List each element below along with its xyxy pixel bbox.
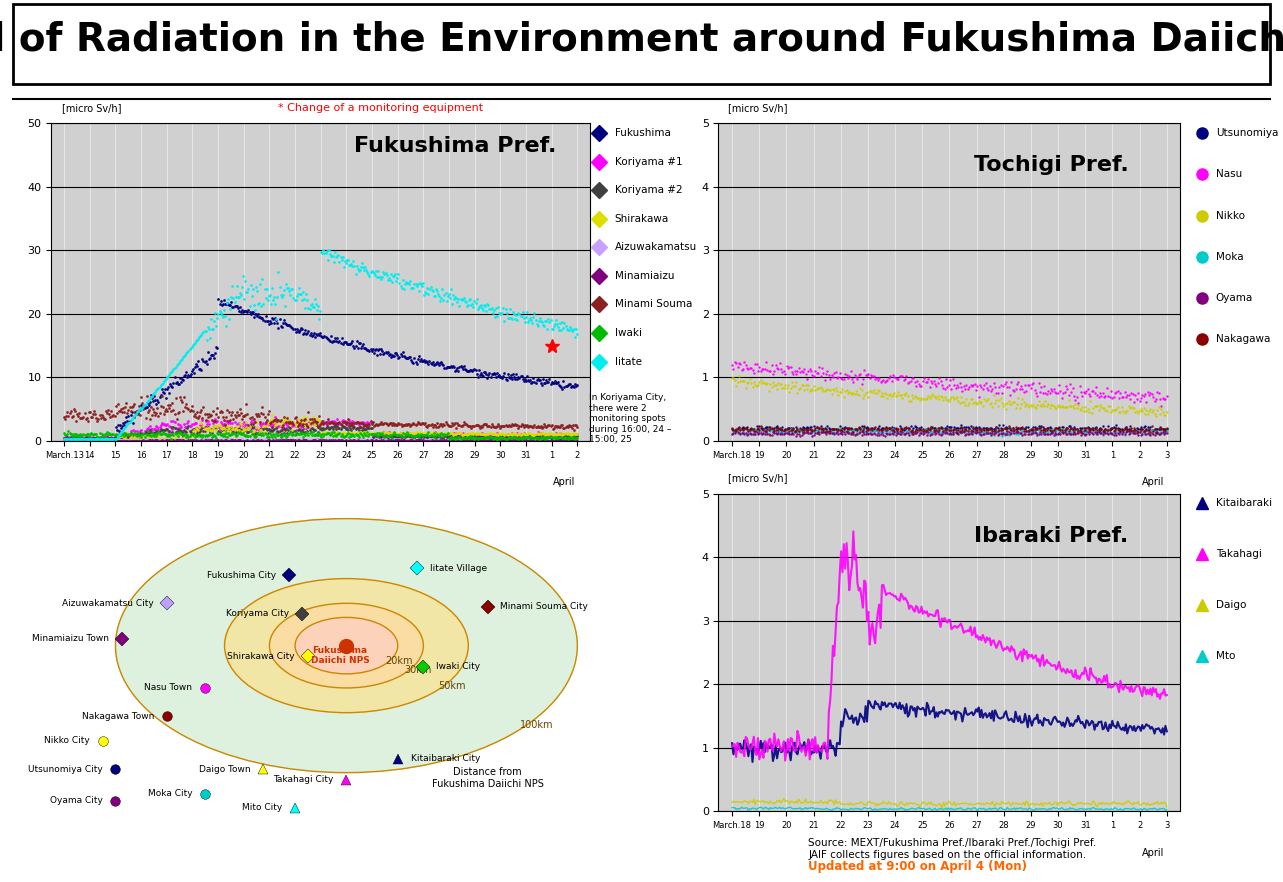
Text: Fukushima Pref.: Fukushima Pref. bbox=[354, 136, 557, 156]
Text: Moka: Moka bbox=[1216, 252, 1243, 262]
Text: Minamiaizu: Minamiaizu bbox=[615, 271, 674, 280]
Text: Nasu: Nasu bbox=[1216, 169, 1242, 179]
Text: April: April bbox=[1142, 848, 1165, 858]
Text: 50km: 50km bbox=[438, 681, 466, 691]
Circle shape bbox=[225, 579, 468, 713]
Text: April: April bbox=[553, 477, 576, 488]
Text: Daigo: Daigo bbox=[1216, 600, 1246, 610]
Text: Iwaki City: Iwaki City bbox=[436, 662, 480, 671]
Text: * Change of a monitoring equipment: * Change of a monitoring equipment bbox=[277, 103, 482, 113]
Text: Nasu Town: Nasu Town bbox=[145, 684, 192, 692]
Text: Source: MEXT/Fukushima Pref./Ibaraki Pref./Tochigi Pref.
JAIF collects figures b: Source: MEXT/Fukushima Pref./Ibaraki Pre… bbox=[808, 839, 1097, 860]
Text: Mto: Mto bbox=[1216, 651, 1236, 661]
Text: 100km: 100km bbox=[520, 721, 553, 730]
Text: Tochigi Pref.: Tochigi Pref. bbox=[974, 155, 1129, 176]
Text: [micro Sv/h]: [micro Sv/h] bbox=[62, 103, 122, 113]
Text: Nikko City: Nikko City bbox=[44, 736, 90, 745]
Text: Nikko: Nikko bbox=[1216, 211, 1245, 220]
Text: Kitaibaraki: Kitaibaraki bbox=[1216, 498, 1271, 508]
Circle shape bbox=[269, 603, 423, 688]
Text: Koriyama #1: Koriyama #1 bbox=[615, 157, 683, 167]
Text: Koriyama #2: Koriyama #2 bbox=[615, 185, 683, 195]
Text: Iitate Village: Iitate Village bbox=[430, 564, 488, 572]
Text: Iwaki: Iwaki bbox=[615, 328, 642, 338]
Text: Minamiaizu Town: Minamiaizu Town bbox=[32, 634, 109, 643]
Circle shape bbox=[115, 519, 577, 773]
Text: Koriyama City: Koriyama City bbox=[226, 609, 289, 618]
Text: 20km: 20km bbox=[385, 656, 412, 666]
Text: Shirakawa City: Shirakawa City bbox=[227, 652, 295, 661]
Text: Takahagi: Takahagi bbox=[1216, 549, 1261, 559]
Circle shape bbox=[295, 617, 398, 674]
Text: [micro Sv/h]: [micro Sv/h] bbox=[727, 103, 788, 113]
Text: Aizuwakamatsu City: Aizuwakamatsu City bbox=[62, 599, 154, 608]
Text: Utsunomiya: Utsunomiya bbox=[1216, 128, 1278, 138]
Text: Aizuwakamatsu: Aizuwakamatsu bbox=[615, 243, 697, 252]
Text: April: April bbox=[1142, 477, 1165, 488]
Text: Iitate: Iitate bbox=[615, 356, 642, 367]
Text: Oyama: Oyama bbox=[1216, 293, 1253, 303]
Text: Minami Souma City: Minami Souma City bbox=[500, 602, 588, 611]
Text: [micro Sv/h]: [micro Sv/h] bbox=[727, 474, 788, 483]
Text: Shirakawa: Shirakawa bbox=[615, 213, 668, 224]
Text: Mito City: Mito City bbox=[242, 804, 282, 812]
Text: Fukushima City: Fukushima City bbox=[207, 571, 276, 579]
Text: Fukushima
Daiichi NPS: Fukushima Daiichi NPS bbox=[310, 646, 370, 665]
Text: Trend of Radiation in the Environment around Fukushima Daiichi NPS: Trend of Radiation in the Environment ar… bbox=[0, 20, 1283, 59]
Text: Nakagawa Town: Nakagawa Town bbox=[82, 712, 154, 721]
Text: 30km: 30km bbox=[404, 665, 431, 675]
Text: Oyama City: Oyama City bbox=[50, 796, 103, 805]
Text: Fukushima: Fukushima bbox=[615, 128, 671, 138]
Text: Utsunomiya City: Utsunomiya City bbox=[28, 765, 103, 774]
Text: Daigo Town: Daigo Town bbox=[199, 765, 250, 774]
Text: Distance from
Fukushima Daiichi NPS: Distance from Fukushima Daiichi NPS bbox=[431, 767, 544, 789]
Text: Moka City: Moka City bbox=[148, 789, 192, 798]
Text: Kitaibaraki City: Kitaibaraki City bbox=[411, 754, 480, 763]
Text: In Koriyama City,
there were 2
monitoring spots
during 16:00, 24 –
15:00, 25: In Koriyama City, there were 2 monitorin… bbox=[589, 393, 671, 444]
Text: Takahagi City: Takahagi City bbox=[273, 775, 334, 784]
Text: Updated at 9:00 on April 4 (Mon): Updated at 9:00 on April 4 (Mon) bbox=[808, 860, 1028, 873]
Text: Nakagawa: Nakagawa bbox=[1216, 334, 1270, 344]
Text: Ibaraki Pref.: Ibaraki Pref. bbox=[974, 526, 1128, 546]
Text: Minami Souma: Minami Souma bbox=[615, 300, 692, 310]
